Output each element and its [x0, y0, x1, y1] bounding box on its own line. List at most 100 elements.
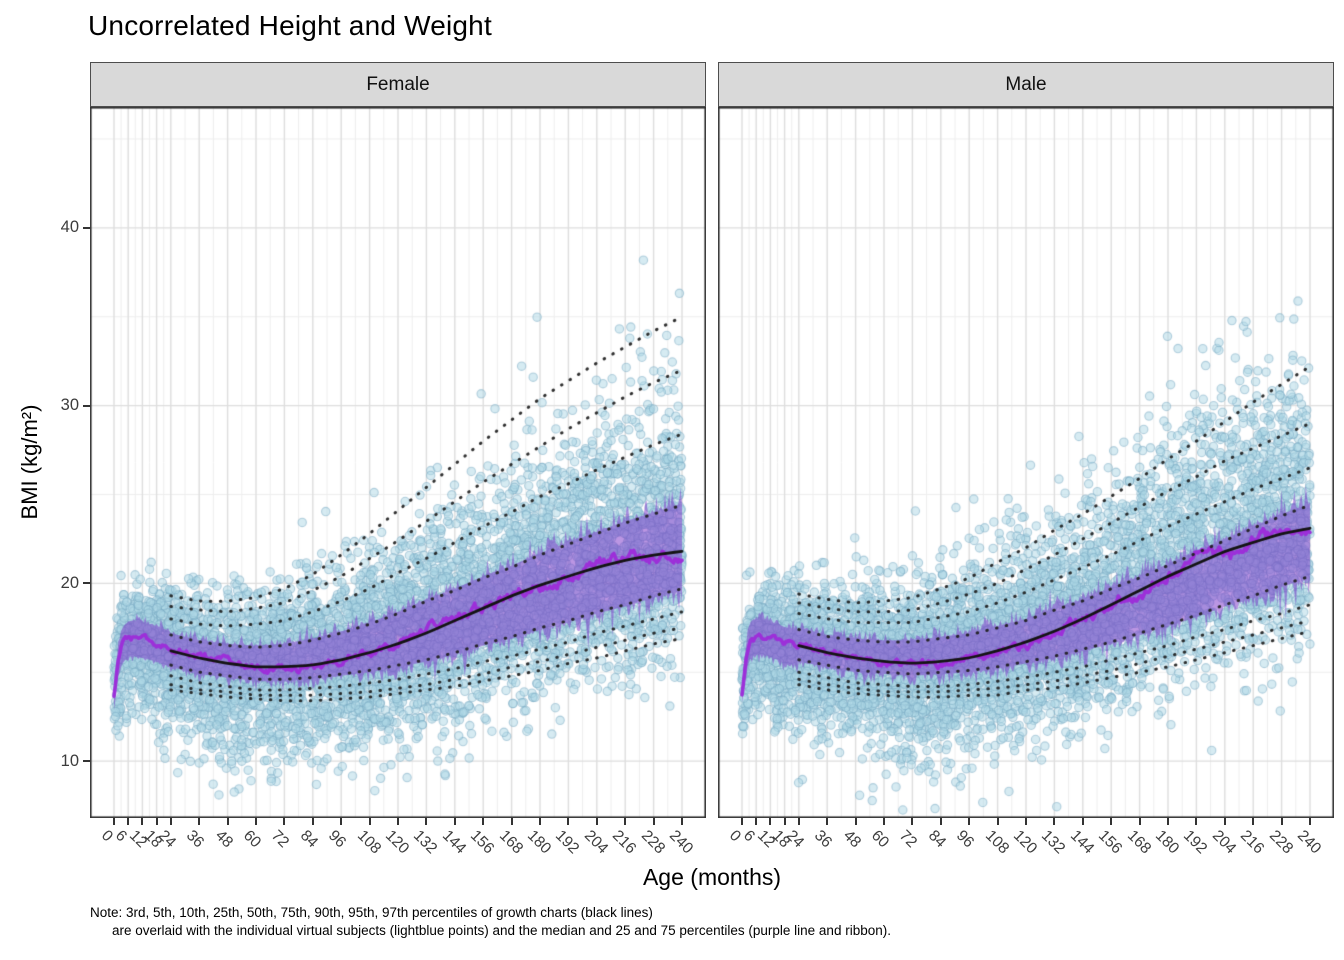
x-tick-label: 96: [953, 827, 978, 852]
x-tick-label: 108: [981, 827, 1012, 858]
x-tick-label: 228: [637, 827, 668, 858]
x-tick-label: 204: [1208, 827, 1240, 858]
facet-strip-label-female: Female: [366, 73, 430, 95]
x-tick-mark: [1252, 818, 1255, 825]
x-tick-mark: [1138, 818, 1141, 825]
x-tick-mark: [155, 818, 158, 825]
x-tick-mark: [826, 818, 829, 825]
x-tick-mark: [1081, 818, 1084, 825]
x-tick-label: 168: [1123, 827, 1154, 858]
y-tick-mark: [83, 404, 90, 407]
x-tick-mark: [1223, 818, 1226, 825]
x-tick-label: 72: [268, 827, 293, 852]
x-tick-mark: [567, 818, 570, 825]
x-tick-mark: [1024, 818, 1028, 825]
y-tick-label: 10: [60, 751, 79, 770]
x-tick-label: 36: [811, 827, 836, 852]
x-tick-label: 156: [1095, 827, 1126, 858]
y-tick-label: 40: [60, 218, 79, 237]
facet-strip-male: Male: [718, 62, 1334, 107]
x-tick-mark: [127, 818, 130, 825]
x-tick-mark: [882, 818, 886, 825]
x-tick-label: 60: [239, 827, 265, 852]
note-line-2: are overlaid with the individual virtual…: [112, 923, 891, 938]
note-line-1: Note: 3rd, 5th, 10th, 25th, 50th, 75th, …: [90, 905, 653, 920]
x-tick-label: 24: [154, 827, 179, 852]
x-tick-mark: [783, 818, 786, 825]
x-tick-label: 36: [183, 827, 208, 852]
x-tick-mark: [755, 818, 758, 825]
x-tick-label: 24: [782, 827, 807, 852]
x-tick-mark: [425, 818, 428, 825]
x-tick-mark: [680, 818, 684, 825]
x-tick-label: 84: [296, 827, 321, 852]
x-tick-label: 156: [467, 827, 498, 858]
x-tick-mark: [538, 818, 542, 825]
x-tick-mark: [911, 818, 914, 825]
x-tick-mark: [996, 818, 999, 825]
x-tick-mark: [453, 818, 456, 825]
x-tick-mark: [939, 818, 942, 825]
x-tick-mark: [624, 818, 627, 825]
x-tick-label: 180: [523, 827, 555, 858]
x-tick-label: 48: [211, 827, 236, 852]
x-tick-label: 144: [438, 827, 470, 858]
x-tick-label: 60: [867, 827, 893, 852]
x-tick-label: 132: [410, 827, 441, 858]
panel-canvas-female: [90, 107, 706, 818]
x-tick-label: 132: [1038, 827, 1069, 858]
x-tick-mark: [254, 818, 258, 825]
x-tick-label: 120: [381, 827, 413, 858]
x-tick-label: 84: [924, 827, 949, 852]
x-tick-mark: [368, 818, 371, 825]
x-tick-label: 228: [1265, 827, 1296, 858]
x-tick-label: 216: [609, 827, 640, 858]
x-tick-mark: [169, 818, 172, 825]
x-tick-label: 48: [839, 827, 864, 852]
x-tick-mark: [510, 818, 513, 825]
x-tick-label: 192: [552, 827, 583, 858]
x-tick-mark: [968, 818, 971, 825]
facet-strip-female: Female: [90, 62, 706, 107]
y-tick-label: 30: [60, 396, 79, 415]
x-tick-mark: [340, 818, 343, 825]
x-tick-mark: [769, 818, 772, 825]
x-tick-label: 96: [325, 827, 350, 852]
x-tick-mark: [226, 818, 229, 825]
x-tick-mark: [482, 818, 485, 825]
x-tick-mark: [311, 818, 314, 825]
x-tick-mark: [283, 818, 286, 825]
x-tick-mark: [1110, 818, 1113, 825]
x-tick-mark: [112, 818, 116, 825]
facet-strip-label-male: Male: [1005, 73, 1047, 95]
y-tick-mark: [83, 760, 90, 763]
x-tick-mark: [797, 818, 800, 825]
x-tick-mark: [1195, 818, 1198, 825]
x-tick-mark: [1280, 818, 1283, 825]
x-tick-mark: [1053, 818, 1056, 825]
x-tick-mark: [141, 818, 144, 825]
x-tick-label: 144: [1066, 827, 1098, 858]
x-tick-mark: [740, 818, 744, 825]
y-axis-title: BMI (kg/m²): [17, 404, 42, 520]
x-tick-mark: [1308, 818, 1312, 825]
panel-canvas-male: [718, 107, 1334, 818]
x-tick-label: 240: [1293, 827, 1325, 858]
x-tick-label: 180: [1151, 827, 1183, 858]
x-tick-label: 240: [665, 827, 697, 858]
x-tick-mark: [198, 818, 201, 825]
y-tick-mark: [83, 226, 90, 229]
x-tick-mark: [396, 818, 400, 825]
x-axis-title: Age (months): [642, 864, 782, 890]
chart-title: Uncorrelated Height and Weight: [88, 10, 492, 41]
x-tick-label: 120: [1009, 827, 1041, 858]
x-tick-label: 168: [495, 827, 526, 858]
x-tick-label: 108: [353, 827, 384, 858]
x-tick-label: 216: [1237, 827, 1268, 858]
x-tick-mark: [595, 818, 598, 825]
x-tick-label: 204: [580, 827, 612, 858]
x-tick-mark: [652, 818, 655, 825]
x-tick-label: 192: [1180, 827, 1211, 858]
x-tick-mark: [1166, 818, 1170, 825]
